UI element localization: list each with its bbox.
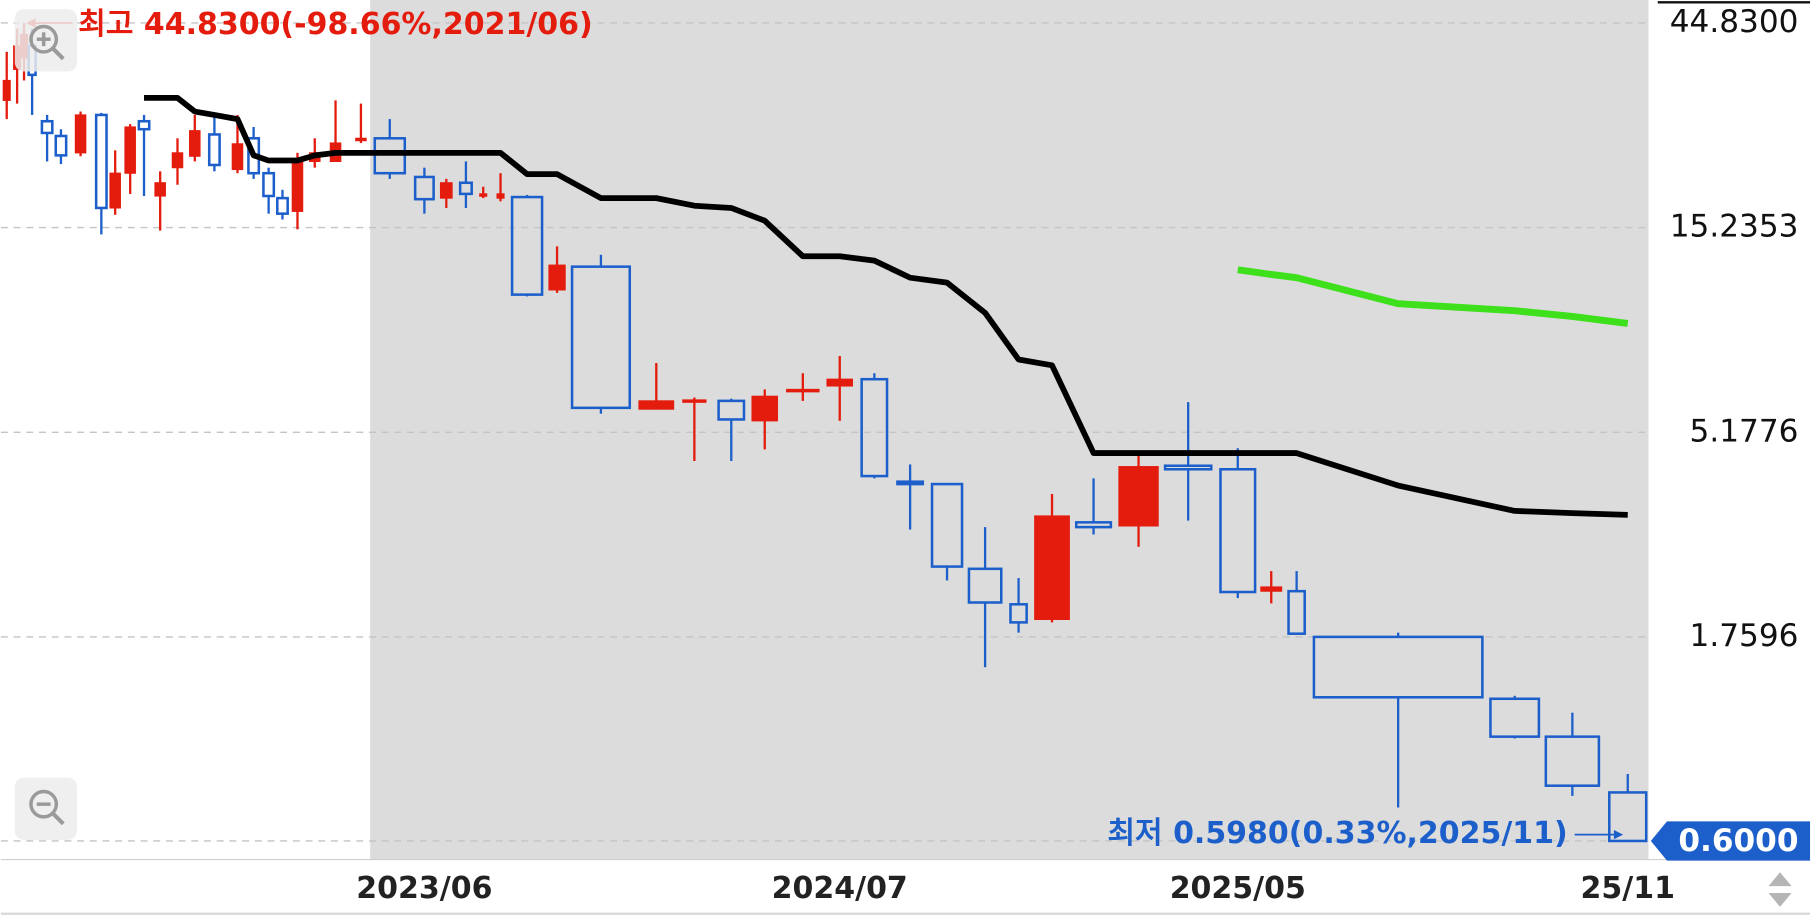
candle-body (479, 193, 488, 197)
scroll-up[interactable] (1768, 872, 1792, 887)
candle-body (1287, 589, 1306, 635)
lines (144, 94, 1629, 518)
annotation-high: 최고 44.8300(-98.66%,2021/06) (78, 7, 592, 42)
zoom-out-bg[interactable] (14, 777, 78, 840)
x-tick-label: 25/11 (1581, 871, 1675, 906)
candle-body (1312, 635, 1484, 699)
candle-body (510, 195, 544, 296)
candle-body (2, 79, 11, 101)
candle-body (786, 388, 820, 393)
y-axis-panel (1648, 0, 1811, 923)
candle-body (570, 265, 632, 410)
candle-body (717, 399, 746, 421)
candle-body (638, 400, 675, 410)
candle-body (276, 196, 289, 215)
candle-body (826, 378, 854, 387)
zoom-out-icon[interactable] (51, 811, 65, 826)
scroll-arrows[interactable] (1768, 872, 1792, 907)
highlight-period (370, 0, 1649, 860)
candle-body (109, 172, 121, 209)
candle-body (548, 264, 566, 291)
y-tick-label: 5.1776 (1690, 413, 1799, 449)
candle-body (413, 175, 435, 201)
indicator-line (144, 94, 1628, 518)
candle-body (1489, 697, 1541, 738)
candle-body (682, 399, 707, 403)
x-tick-label: 2023/06 (356, 871, 492, 906)
candle-body (124, 126, 136, 174)
candle-body (1118, 466, 1159, 527)
candle-body (231, 143, 244, 171)
annotation-low: 최저 0.5980(0.33%,2025/11) (1107, 816, 1567, 851)
candle-body (94, 113, 108, 210)
last-price-box (1650, 821, 1811, 861)
candle-body (458, 181, 473, 196)
candle-body (355, 137, 367, 142)
annotation-arrowhead (1613, 830, 1624, 840)
candle-body (137, 119, 151, 131)
zoom-in-button[interactable] (14, 9, 78, 72)
candle-body (751, 395, 779, 422)
indicator-line (1237, 266, 1629, 327)
y-tick-label: 1.7596 (1690, 618, 1799, 654)
y-tick-label: 44.8300 (1670, 4, 1799, 40)
candle-body (896, 480, 925, 486)
candle-body (930, 482, 964, 568)
candle-body (54, 134, 68, 157)
candle-body (154, 182, 166, 197)
zoom-out-button[interactable] (14, 777, 78, 840)
candle-body (373, 137, 407, 175)
candle-body (439, 182, 453, 199)
candle-body (860, 377, 889, 478)
last-price-label: 0.6000 (1678, 823, 1798, 859)
candle-body (1009, 603, 1028, 624)
candle-body (1260, 586, 1283, 592)
zoom-in-icon[interactable] (29, 24, 59, 54)
candle-body (1074, 521, 1113, 529)
candle-body (1608, 791, 1648, 843)
x-axis-panel (0, 859, 1649, 923)
candle-body (967, 567, 1003, 604)
x-tick-label: 2024/07 (772, 871, 908, 906)
plot (2, 22, 1648, 843)
axes: 44.8300 15.2353 5.1776 1.7596 2023/06 2024/07… (26, 4, 1811, 906)
scroll-down[interactable] (1768, 893, 1792, 907)
candle-body (1163, 464, 1213, 471)
candle-body (1544, 735, 1601, 787)
candle-body (496, 193, 505, 199)
candle-body (171, 152, 184, 169)
zoom-out-icon[interactable] (29, 789, 59, 819)
candle-body (40, 119, 54, 135)
candle-body (74, 114, 87, 154)
candle-body (1219, 468, 1257, 594)
candle-body (1034, 515, 1070, 620)
candle-body (207, 133, 221, 167)
candle-body (262, 171, 276, 198)
x-tick-label: 2025/05 (1170, 871, 1306, 906)
candle-body (189, 130, 201, 157)
candle-body (291, 158, 304, 212)
zoom-in-icon[interactable] (51, 47, 65, 61)
y-tick-label: 15.2353 (1670, 209, 1799, 245)
